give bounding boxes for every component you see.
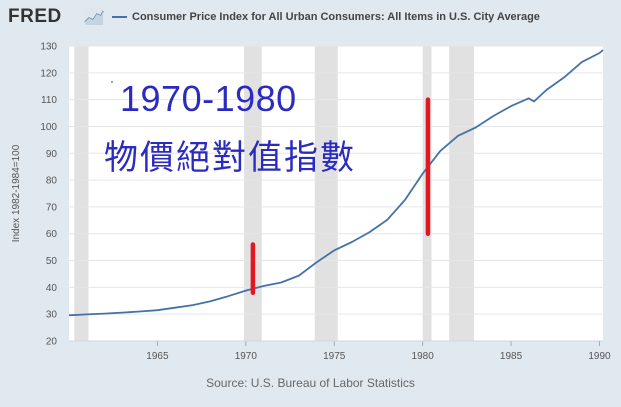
chart-header: FRED Consumer Price Index for All Urban … [0,0,621,34]
recession-band [244,46,262,341]
x-tick-label: 1970 [235,351,258,362]
x-tick-label: 1980 [412,351,435,362]
x-tick-label: 1985 [500,351,523,362]
legend: Consumer Price Index for All Urban Consu… [112,11,540,23]
y-tick-label: 70 [46,202,58,213]
y-tick-label: 20 [46,337,58,348]
annotation-title: 1970-1980 [120,78,297,119]
source-note: Source: U.S. Bureau of Labor Statistics [206,376,415,390]
x-tick-label: 1965 [146,351,169,362]
y-axis-label: Index 1982-1984=100 [11,144,22,242]
y-tick-label: 120 [40,68,57,79]
trend-line-icon [84,8,104,25]
x-tick-label: 1975 [323,351,346,362]
y-tick-label: 30 [46,310,58,321]
y-tick-label: 130 [40,42,57,53]
recession-band [314,46,338,341]
y-tick-label: 60 [46,229,58,240]
y-tick-label: 100 [40,122,57,133]
cpi-line-chart: 20 30 40 50 60 70 80 90 100 110 120 130 1965 1970 1975… [11,42,611,363]
x-tick-label: 1990 [588,351,611,362]
y-tick-label: 110 [41,95,57,106]
recession-band [74,46,89,341]
y-tick-label: 90 [46,149,58,160]
legend-label: Consumer Price Index for All Urban Consu… [132,11,540,23]
y-tick-label: 80 [46,176,58,187]
fred-logo[interactable]: FRED [8,6,62,27]
recession-band [449,46,474,341]
annotation-subtitle: 物價絕對值指數 [104,138,356,178]
legend-swatch [112,16,127,18]
y-tick-label: 40 [46,283,58,294]
y-tick-label: 50 [46,256,58,267]
speck-mark [111,81,113,83]
cpi-series-line [68,49,604,317]
